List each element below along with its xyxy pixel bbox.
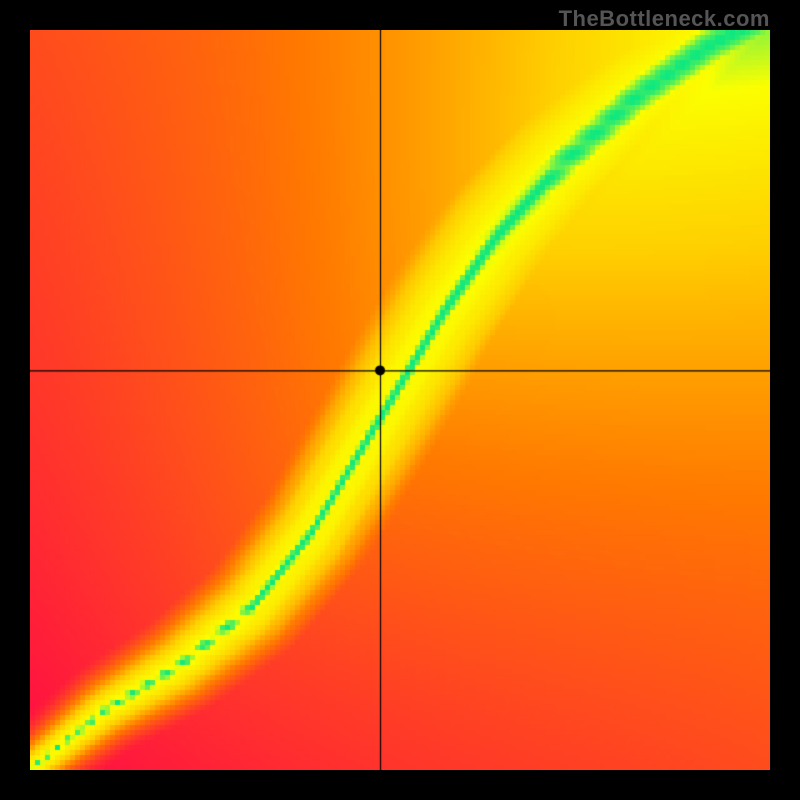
overlay-canvas	[30, 30, 770, 770]
watermark-text: TheBottleneck.com	[559, 6, 770, 32]
chart-container: TheBottleneck.com	[0, 0, 800, 800]
